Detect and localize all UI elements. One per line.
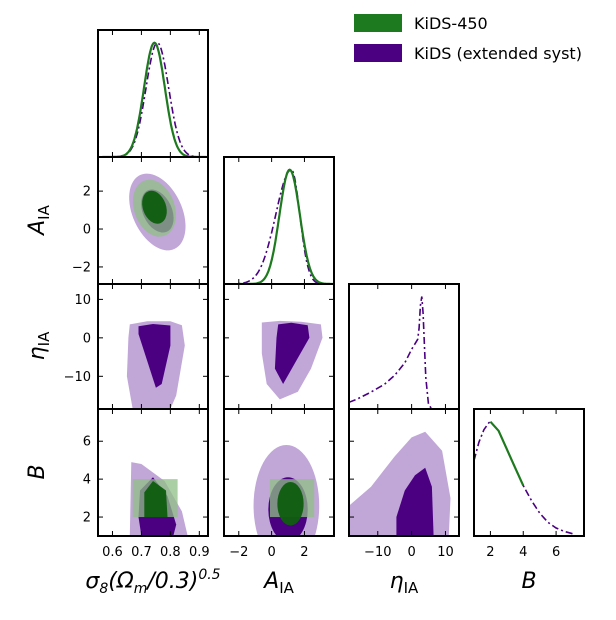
xlabel-eta: ηIA bbox=[390, 569, 419, 597]
marginal-AIA-kids-ext bbox=[224, 168, 334, 284]
contour-eta-AIA-kids-ext-68 bbox=[274, 322, 310, 384]
contour-B-AIA-kids450-68 bbox=[277, 481, 304, 526]
legend-swatch-kids450 bbox=[354, 14, 402, 32]
xlabel-aia: AIA bbox=[262, 569, 294, 597]
ytick-label-eta: −10 bbox=[64, 370, 91, 385]
marginal-B-kids450 bbox=[489, 420, 525, 487]
ytick-label-eta: 10 bbox=[74, 293, 91, 308]
ytick-label-B: 6 bbox=[83, 435, 91, 450]
ticks: 0.6 0.7 0.8 0.9 −2 0 2 −10 0 10 2 4 6 −2 0 2 −10 0 10 2 4 6 bbox=[64, 30, 560, 560]
ylabel-b: B bbox=[25, 464, 50, 479]
ylabel-eta: ηIA bbox=[25, 331, 53, 360]
panel-frame-3-0 bbox=[97, 408, 209, 537]
xtick-label-AIA: 0 bbox=[267, 545, 275, 560]
ytick-label-eta: 0 bbox=[83, 331, 91, 346]
xtick-label-B: 2 bbox=[486, 545, 494, 560]
panels bbox=[97, 29, 585, 537]
contour-B-eta-kids-ext-68 bbox=[396, 467, 434, 536]
xtick-label-s8: 0.7 bbox=[131, 545, 152, 560]
xtick-label-AIA: 2 bbox=[300, 545, 308, 560]
xtick-label-s8: 0.6 bbox=[102, 545, 123, 560]
marginal-s8-kids-ext bbox=[100, 41, 208, 157]
xtick-label-s8: 0.8 bbox=[160, 545, 181, 560]
ytick-label-AIA: 0 bbox=[83, 223, 91, 238]
xtick-label-B: 4 bbox=[519, 545, 527, 560]
ylabel-aia: AIA bbox=[25, 204, 53, 236]
ytick-label-AIA: −2 bbox=[72, 260, 91, 275]
contour-eta-s8-kids-ext-68 bbox=[138, 324, 171, 388]
xtick-label-B: 6 bbox=[552, 545, 560, 560]
legend: KiDS-450 KiDS (extended syst) bbox=[354, 14, 582, 63]
ytick-label-B: 2 bbox=[83, 511, 91, 526]
legend-label-kids-ext: KiDS (extended syst) bbox=[414, 44, 582, 63]
xlabel-b: B bbox=[521, 569, 536, 594]
marginal-eta-kids-ext bbox=[349, 296, 433, 409]
panel-frame-2-2 bbox=[348, 283, 460, 410]
xtick-label-eta: −10 bbox=[364, 545, 391, 560]
xtick-label-AIA: −2 bbox=[229, 545, 248, 560]
contour-AIA-s8-kids450-68 bbox=[142, 190, 167, 224]
ytick-label-AIA: 2 bbox=[83, 185, 91, 200]
marginal-AIA-kids450 bbox=[238, 168, 334, 284]
ytick-label-B: 4 bbox=[83, 473, 91, 488]
xtick-label-eta: 10 bbox=[437, 545, 454, 560]
panel-frame-3-1 bbox=[223, 408, 335, 537]
xtick-label-s8: 0.9 bbox=[189, 545, 210, 560]
panel-frame-3-3 bbox=[473, 408, 585, 537]
xlabel-s8: σ8(Ωm/0.3)0.5 bbox=[85, 567, 220, 597]
legend-swatch-kids-ext bbox=[354, 44, 402, 62]
contour-B-s8-kids450-68 bbox=[144, 481, 168, 517]
xtick-label-eta: 0 bbox=[407, 545, 415, 560]
marginal-B-kids-ext bbox=[474, 420, 573, 535]
marginal-s8-kids450 bbox=[102, 41, 207, 157]
panel-frame-3-2 bbox=[348, 408, 460, 537]
legend-label-kids450: KiDS-450 bbox=[414, 14, 488, 33]
